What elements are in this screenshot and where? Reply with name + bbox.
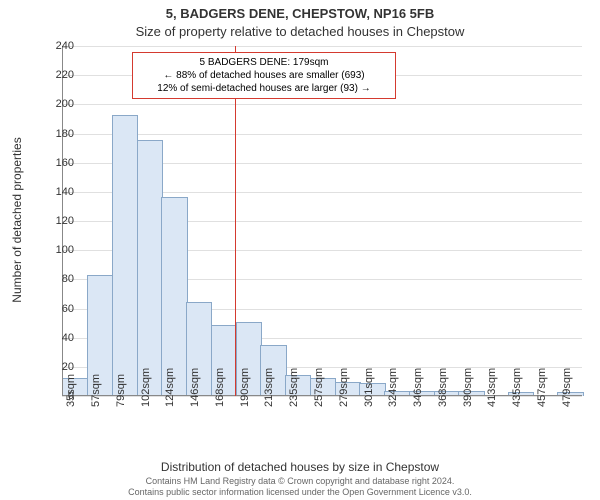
ytick-label: 20	[44, 361, 74, 373]
footer-line2: Contains public sector information licen…	[128, 487, 472, 497]
ytick-label: 100	[44, 244, 74, 256]
ytick-label: 180	[44, 128, 74, 140]
legend-line: ← 88% of detached houses are smaller (69…	[139, 69, 389, 82]
ytick-label: 240	[44, 40, 74, 52]
gridline	[62, 134, 582, 135]
chart-container: 5, BADGERS DENE, CHEPSTOW, NP16 5FB Size…	[0, 0, 600, 500]
chart-title-description: Size of property relative to detached ho…	[0, 24, 600, 39]
gridline	[62, 104, 582, 105]
legend-box: 5 BADGERS DENE: 179sqm← 88% of detached …	[132, 52, 396, 99]
ytick-label: 140	[44, 186, 74, 198]
footer-line1: Contains HM Land Registry data © Crown c…	[146, 476, 455, 486]
legend-line: 12% of semi-detached houses are larger (…	[139, 82, 389, 95]
footer-attribution: Contains HM Land Registry data © Crown c…	[0, 476, 600, 498]
plot-area: 5 BADGERS DENE: 179sqm← 88% of detached …	[62, 46, 582, 396]
ytick-label: 60	[44, 303, 74, 315]
ytick-label: 200	[44, 98, 74, 110]
chart-title-address: 5, BADGERS DENE, CHEPSTOW, NP16 5FB	[0, 6, 600, 21]
histogram-bar	[137, 140, 163, 396]
ytick-label: 220	[44, 69, 74, 81]
ytick-label: 120	[44, 215, 74, 227]
ytick-label: 40	[44, 332, 74, 344]
gridline	[62, 46, 582, 47]
ytick-label: 160	[44, 157, 74, 169]
y-axis-label: Number of detached properties	[10, 137, 24, 302]
ytick-label: 80	[44, 273, 74, 285]
x-axis-label: Distribution of detached houses by size …	[0, 460, 600, 474]
histogram-bar	[161, 197, 187, 396]
histogram-bar	[112, 115, 138, 396]
legend-line: 5 BADGERS DENE: 179sqm	[139, 56, 389, 69]
